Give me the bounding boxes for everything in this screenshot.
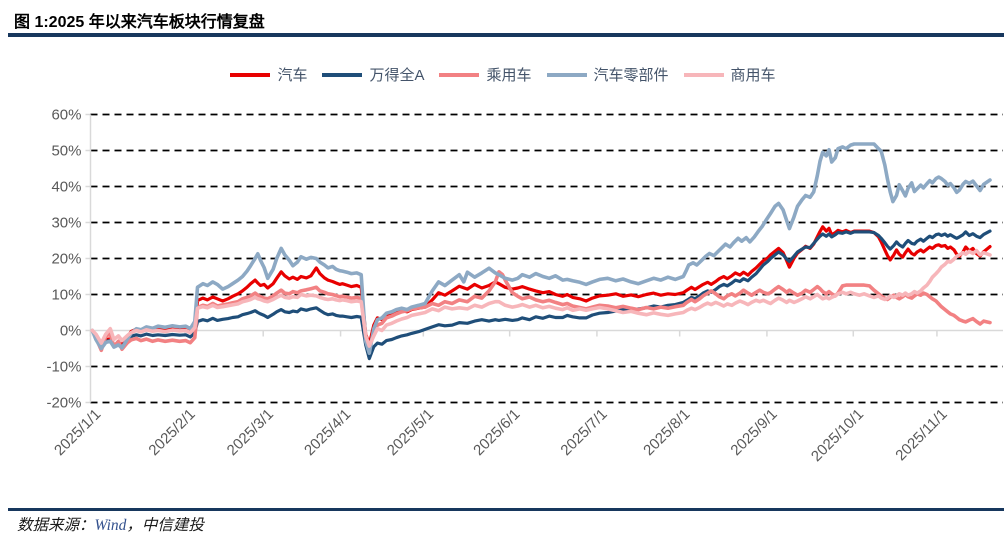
x-tick-label: 2025/1/1 xyxy=(51,406,104,459)
y-tick-label: 10% xyxy=(51,287,81,304)
top-divider xyxy=(8,33,1004,37)
y-tick-label: -10% xyxy=(46,359,81,376)
y-tick-label: 40% xyxy=(51,179,81,196)
legend-swatch-icon xyxy=(546,72,587,77)
y-tick-label: 30% xyxy=(51,215,81,232)
y-tick-label: 60% xyxy=(51,107,81,124)
legend-label: 汽车 xyxy=(277,67,308,84)
legend-item-万得全A: 万得全A xyxy=(322,64,424,85)
series-万得全A xyxy=(90,229,992,361)
legend-swatch-icon xyxy=(322,72,363,77)
legend-item-汽车零部件: 汽车零部件 xyxy=(546,64,669,85)
x-tick-label: 2025/10/1 xyxy=(808,406,867,465)
x-tick-label: 2025/6/1 xyxy=(470,406,523,459)
legend-item-商用车: 商用车 xyxy=(683,64,776,85)
data-source-prefix: 数据来源： xyxy=(17,517,95,534)
x-tick-label: 2025/8/1 xyxy=(640,406,693,459)
series-商用车 xyxy=(90,248,992,348)
chart-legend: 汽车 万得全A 乘用车 汽车零部件 商用车 xyxy=(0,64,1006,85)
data-source-suffix: ，中信建投 xyxy=(126,517,204,534)
y-tick-label: 0% xyxy=(60,323,82,340)
legend-label: 汽车零部件 xyxy=(593,67,669,84)
x-tick-label: 2025/2/1 xyxy=(145,406,198,459)
legend-swatch-icon xyxy=(230,72,271,77)
data-source-wind: Wind xyxy=(94,517,127,534)
y-tick-label: -20% xyxy=(46,395,81,412)
figure-title: 图 1:2025 年以来汽车板块行情复盘 xyxy=(14,14,265,31)
series-汽车零部件 xyxy=(90,142,992,356)
legend-item-汽车: 汽车 xyxy=(230,64,307,85)
legend-item-乘用车: 乘用车 xyxy=(439,64,532,85)
x-tick-label: 2025/11/1 xyxy=(892,406,950,464)
bottom-divider xyxy=(8,508,1004,511)
legend-label: 商用车 xyxy=(730,67,776,84)
y-tick-label: 50% xyxy=(51,143,81,160)
legend-swatch-icon xyxy=(439,72,480,77)
series-乘用车 xyxy=(90,269,992,353)
y-tick-label: 20% xyxy=(51,251,81,268)
series-汽车 xyxy=(90,225,992,348)
x-tick-label: 2025/7/1 xyxy=(557,406,610,459)
legend-label: 乘用车 xyxy=(486,67,532,84)
x-tick-label: 2025/5/1 xyxy=(384,406,437,459)
x-tick-label: 2025/4/1 xyxy=(301,406,354,459)
data-source: 数据来源：Wind，中信建投 xyxy=(17,513,204,535)
legend-swatch-icon xyxy=(683,72,724,77)
legend-label: 万得全A xyxy=(369,67,425,84)
x-tick-label: 2025/3/1 xyxy=(224,406,277,459)
x-tick-label: 2025/9/1 xyxy=(727,406,780,459)
